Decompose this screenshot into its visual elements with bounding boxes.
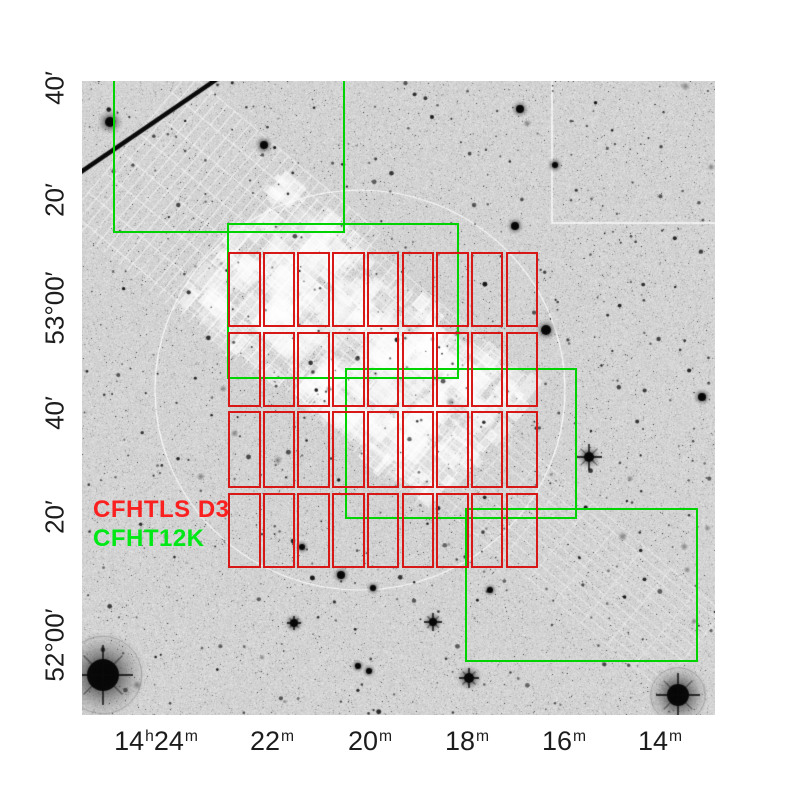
dec-tick-label: 40′ bbox=[39, 71, 70, 105]
ra-tick-label: 18m bbox=[444, 726, 490, 756]
ra-tick-label: 14h24m bbox=[114, 726, 198, 756]
ra-tick-label: 20m bbox=[347, 726, 393, 756]
dec-tick-label: 20′ bbox=[39, 183, 70, 217]
dec-tick-label: 52°00′ bbox=[39, 608, 70, 682]
dec-tick-label: 40′ bbox=[39, 396, 70, 430]
ra-tick-label: 16m bbox=[541, 726, 587, 756]
dec-tick-label: 53°00′ bbox=[39, 271, 70, 345]
dec-tick-label: 20′ bbox=[39, 500, 70, 534]
sky-background-canvas bbox=[82, 81, 715, 715]
ra-tick-label: 22m bbox=[249, 726, 295, 756]
sky-image: CFHTLS D3 CFHT12K bbox=[82, 81, 715, 715]
ra-tick-label: 14m bbox=[637, 726, 683, 756]
legend-cfhtls-d3-label: CFHTLS D3 bbox=[93, 496, 230, 523]
legend-cfht12k-label: CFHT12K bbox=[93, 525, 205, 552]
